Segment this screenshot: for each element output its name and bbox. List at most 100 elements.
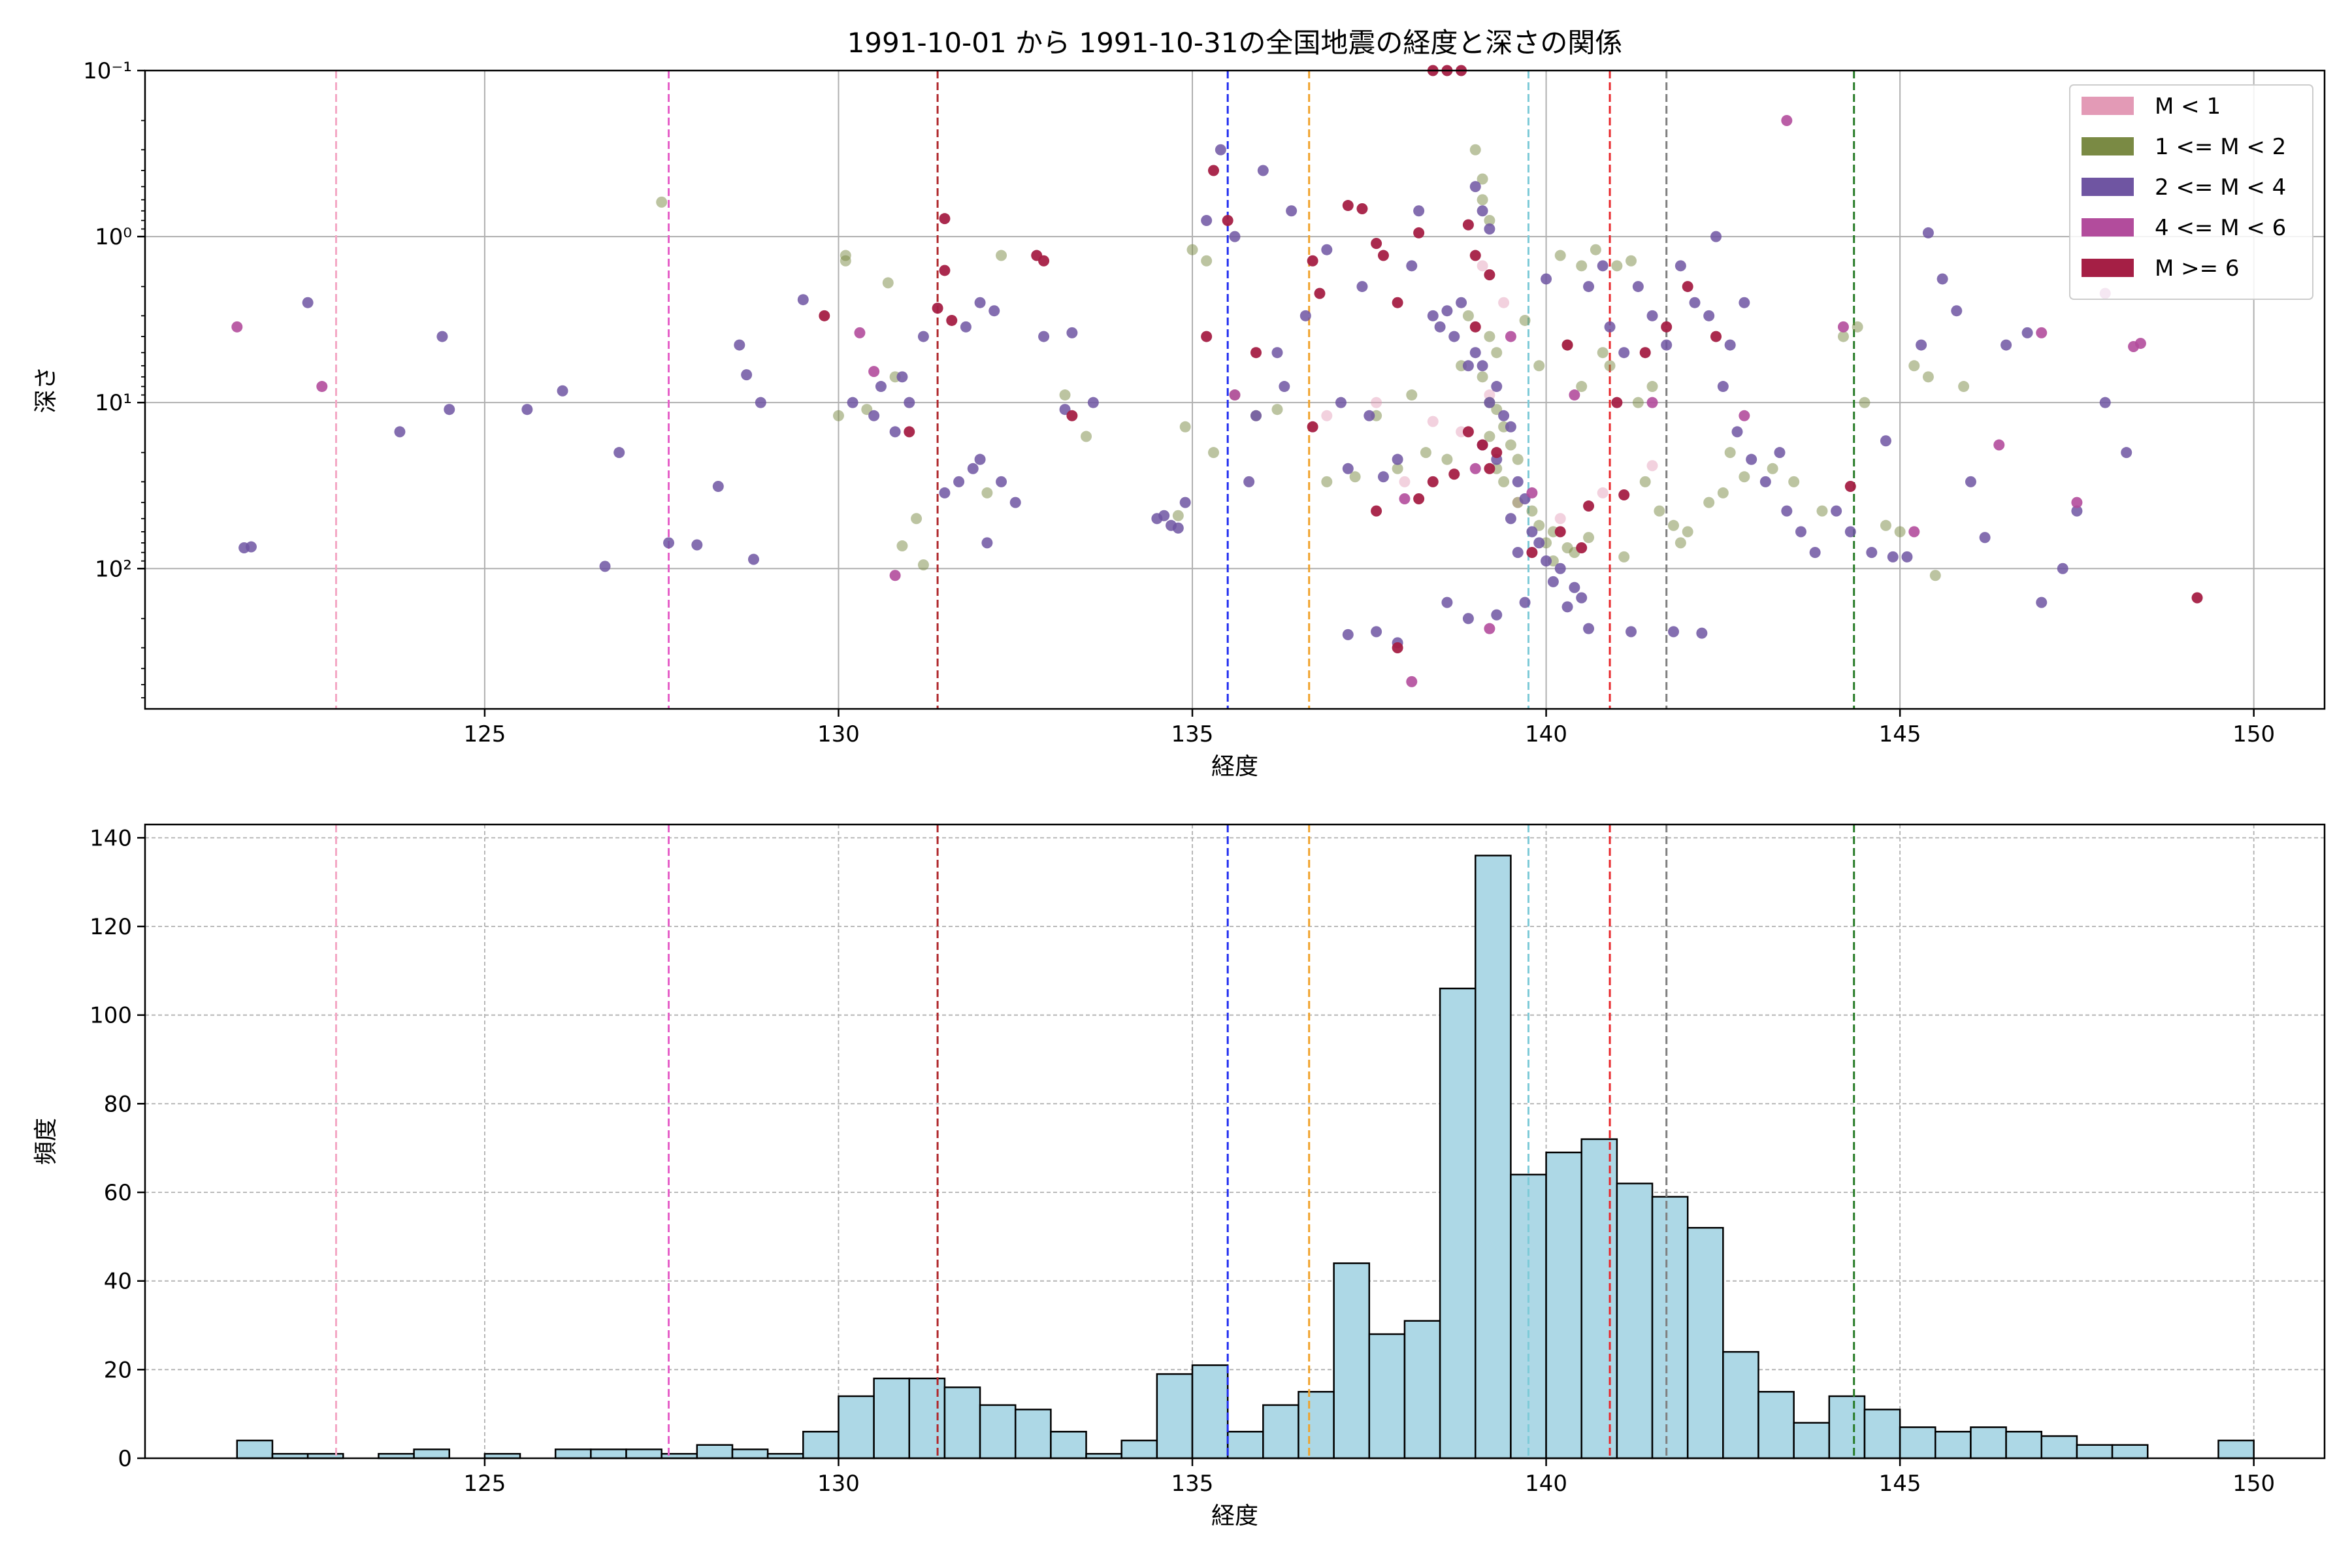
- scatter-point: [1413, 227, 1425, 238]
- legend-label: 1 <= M < 2: [2155, 134, 2286, 160]
- scatter-point: [1314, 287, 1326, 299]
- scatter-point: [1632, 397, 1644, 408]
- scatter-point: [1081, 431, 1092, 442]
- scatter-point: [1512, 453, 1524, 465]
- scatter-point: [939, 213, 951, 225]
- scatter-point: [521, 404, 533, 416]
- scatter-point: [1922, 227, 1934, 238]
- scatter-point: [1208, 447, 1220, 459]
- scatter-point: [1880, 435, 1891, 447]
- scatter-point: [1710, 331, 1722, 342]
- scatter-point: [1491, 447, 1503, 459]
- legend-label: M < 1: [2155, 93, 2221, 120]
- hist-bar: [625, 1448, 662, 1460]
- hist-bar: [1262, 1404, 1299, 1460]
- scatter-point: [1448, 331, 1460, 342]
- scatter-point: [1844, 526, 1856, 538]
- scatter-point: [1356, 281, 1368, 293]
- scatter-y-tick-label: 10⁰: [95, 224, 132, 250]
- scatter-point: [1484, 623, 1495, 634]
- scatter-point: [1611, 397, 1623, 408]
- scatter-point: [1632, 281, 1644, 293]
- scatter-point: [1399, 493, 1411, 504]
- scatter-point: [1739, 297, 1750, 308]
- hist-x-tick-label: 135: [1171, 1471, 1214, 1497]
- scatter-point: [2036, 327, 2048, 338]
- scatter-point: [1477, 360, 1488, 372]
- scatter-point: [1427, 310, 1439, 321]
- scatter-point: [1512, 476, 1524, 487]
- scatter-point: [1639, 476, 1651, 487]
- scatter-point: [1554, 513, 1566, 525]
- scatter-point: [1993, 439, 2005, 451]
- scatter-point: [1512, 547, 1524, 559]
- scatter-point: [1809, 547, 1821, 559]
- scatter-point: [974, 297, 986, 308]
- scatter-point: [557, 385, 568, 397]
- scatter-point: [1554, 563, 1566, 574]
- scatter-point: [1505, 421, 1516, 433]
- scatter-point: [1201, 331, 1213, 342]
- hist-bar: [696, 1444, 734, 1460]
- scatter-point: [1186, 244, 1198, 255]
- scatter-point: [1859, 397, 1870, 408]
- scatter-point: [1795, 526, 1806, 538]
- scatter-point: [1710, 231, 1722, 242]
- scatter-x-tick-label: 135: [1171, 721, 1214, 747]
- scatter-point: [1441, 596, 1453, 608]
- hist-bar: [2076, 1444, 2114, 1460]
- scatter-point: [1618, 347, 1630, 359]
- scatter-point: [1441, 305, 1453, 317]
- hist-x-tick-label: 150: [2232, 1471, 2275, 1497]
- scatter-point: [1852, 321, 1863, 333]
- scatter-point: [1739, 471, 1750, 483]
- scatter-point: [245, 541, 257, 553]
- scatter-point: [1087, 397, 1099, 408]
- scatter-point: [1364, 410, 1375, 421]
- scatter-point: [868, 410, 880, 421]
- scatter-point: [1646, 381, 1658, 393]
- scatter-point: [1724, 339, 1736, 351]
- scatter-point: [1639, 347, 1651, 359]
- scatter-point: [1215, 144, 1226, 155]
- hist-y-tick-label: 80: [104, 1091, 132, 1117]
- scatter-point: [917, 331, 929, 342]
- scatter-point: [988, 305, 1000, 317]
- scatter-point: [1392, 642, 1403, 654]
- scatter-x-tick-label: 140: [1525, 721, 1567, 747]
- scatter-point: [1469, 321, 1481, 333]
- scatter-point: [1526, 526, 1538, 538]
- scatter-point: [974, 453, 986, 465]
- scatter-point: [394, 426, 406, 438]
- scatter-point: [1250, 347, 1262, 359]
- scatter-point: [1484, 397, 1495, 408]
- scatter-point: [741, 369, 753, 381]
- hist-bar: [1298, 1391, 1335, 1460]
- scatter-series: [1321, 260, 1658, 525]
- hist-y-tick-label: 100: [90, 1003, 132, 1029]
- scatter-point: [1406, 260, 1418, 272]
- scatter-point: [1491, 381, 1503, 393]
- hist-y-tick-label: 20: [104, 1357, 132, 1383]
- scatter-x-tick-label: 125: [463, 721, 506, 747]
- scatter-point: [1569, 389, 1580, 401]
- hist-bar: [1722, 1350, 1759, 1460]
- scatter-point: [1576, 381, 1588, 393]
- scatter-point: [1321, 244, 1333, 255]
- scatter-point: [904, 397, 915, 408]
- scatter-point: [932, 302, 943, 314]
- hist-y-axis-label: 頻度: [33, 1118, 59, 1165]
- scatter-point: [1505, 513, 1516, 525]
- scatter-point: [911, 513, 923, 525]
- scatter-point: [1342, 629, 1354, 640]
- scatter-point: [1158, 510, 1170, 521]
- scatter-point: [1448, 468, 1460, 480]
- scatter-point: [1866, 547, 1878, 559]
- hist-bar: [838, 1395, 875, 1460]
- scatter-point: [896, 371, 908, 383]
- scatter-point: [1484, 223, 1495, 235]
- scatter-point: [1377, 471, 1389, 483]
- scatter-point: [1682, 526, 1693, 538]
- scatter-point: [939, 487, 951, 498]
- scatter-point: [882, 277, 894, 289]
